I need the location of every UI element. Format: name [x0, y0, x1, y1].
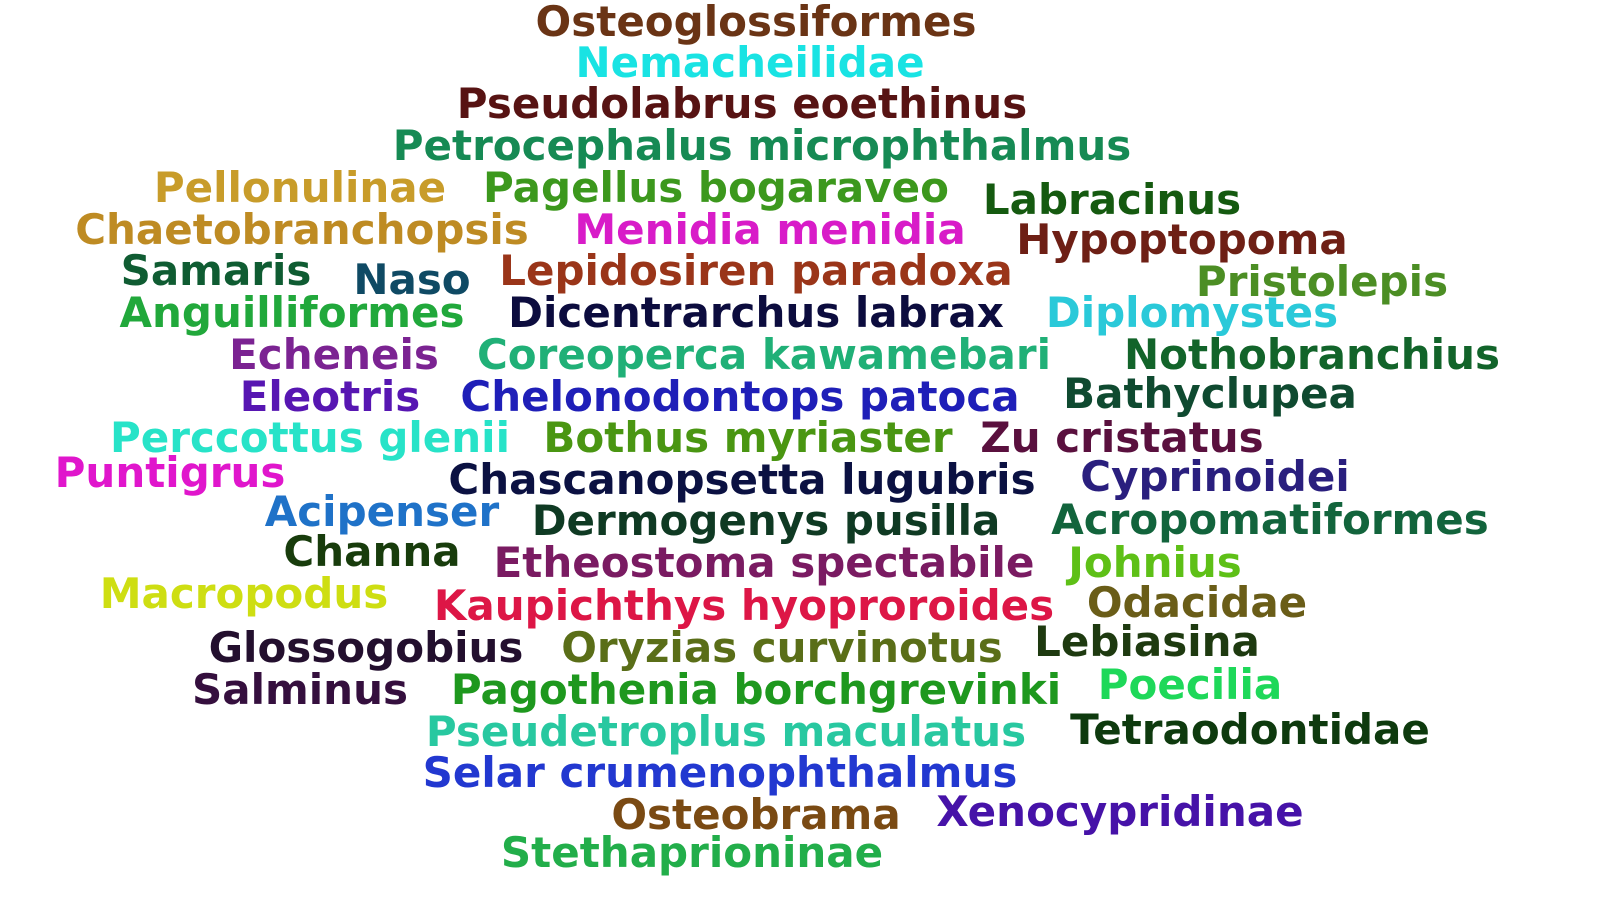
word-naso: Naso: [353, 255, 471, 304]
word-petrocephalus-microphthalmus: Petrocephalus microphthalmus: [392, 121, 1132, 170]
word-coreoperca-kawamebari: Coreoperca kawamebari: [476, 330, 1052, 379]
word-stethaprioninae: Stethaprioninae: [500, 828, 884, 877]
word-acropomatiformes: Acropomatiformes: [1051, 495, 1489, 544]
word-osteobrama: Osteobrama: [611, 790, 901, 839]
word-glossogobius: Glossogobius: [208, 623, 524, 672]
word-bothus-myriaster: Bothus myriaster: [543, 413, 953, 462]
word-bathyclupea: Bathyclupea: [1063, 369, 1357, 418]
word-lebiasina: Lebiasina: [1034, 617, 1260, 666]
word-puntigrus: Puntigrus: [54, 448, 286, 497]
word-chascanopsetta-lugubris: Chascanopsetta lugubris: [448, 455, 1036, 504]
word-tetraodontidae: Tetraodontidae: [1070, 705, 1430, 754]
word-johnius: Johnius: [1068, 538, 1242, 587]
word-samaris: Samaris: [120, 246, 312, 295]
word-macropodus: Macropodus: [99, 569, 389, 618]
word-pagellus-bogaraveo: Pagellus bogaraveo: [483, 163, 949, 212]
word-labracinus: Labracinus: [982, 175, 1242, 224]
word-nothobranchius: Nothobranchius: [1124, 330, 1500, 379]
word-diplomystes: Diplomystes: [1045, 288, 1339, 337]
word-pseudolabrus-eoethinus: Pseudolabrus eoethinus: [456, 79, 1028, 128]
word-kaupichthys-hyoproroides: Kaupichthys hyoproroides: [433, 581, 1055, 630]
word-oryzias-curvinotus: Oryzias curvinotus: [561, 623, 1003, 672]
word-zu-cristatus: Zu cristatus: [980, 413, 1264, 462]
word-echeneis: Echeneis: [229, 330, 439, 379]
word-salminus: Salminus: [192, 665, 408, 714]
word-pellonulinae: Pellonulinae: [153, 163, 447, 212]
word-nemacheilidae: Nemacheilidae: [575, 38, 925, 87]
word-perccottus-glenii: Perccottus glenii: [110, 413, 510, 462]
word-channa: Channa: [283, 527, 461, 576]
word-hypoptopoma: Hypoptopoma: [1016, 215, 1348, 264]
word-pristolepis: Pristolepis: [1195, 257, 1449, 306]
word-lepidosiren-paradoxa: Lepidosiren paradoxa: [499, 246, 1013, 295]
word-dicentrarchus-labrax: Dicentrarchus labrax: [508, 288, 1004, 337]
word-acipenser: Acipenser: [264, 487, 500, 536]
word-cyprinoidei: Cyprinoidei: [1080, 452, 1350, 501]
word-eleotris: Eleotris: [239, 372, 421, 421]
word-etheostoma-spectabile: Etheostoma spectabile: [493, 538, 1035, 587]
word-chaetobranchopsis: Chaetobranchopsis: [75, 205, 529, 254]
word-chelonodontops-patoca: Chelonodontops patoca: [460, 372, 1020, 421]
word-poecilia: Poecilia: [1097, 660, 1283, 709]
word-anguilliformes: Anguilliformes: [119, 288, 465, 337]
word-odacidae: Odacidae: [1086, 578, 1308, 627]
word-selar-crumenophthalmus: Selar crumenophthalmus: [422, 748, 1018, 797]
word-dermogenys-pusilla: Dermogenys pusilla: [531, 496, 1001, 545]
word-menidia-menidia: Menidia menidia: [574, 205, 966, 254]
word-pagothenia-borchgrevinki: Pagothenia borchgrevinki: [450, 665, 1062, 714]
word-osteoglossiformes: Osteoglossiformes: [535, 0, 977, 46]
word-xenocypridinae: Xenocypridinae: [936, 787, 1304, 836]
word-pseudetroplus-maculatus: Pseudetroplus maculatus: [425, 707, 1027, 756]
